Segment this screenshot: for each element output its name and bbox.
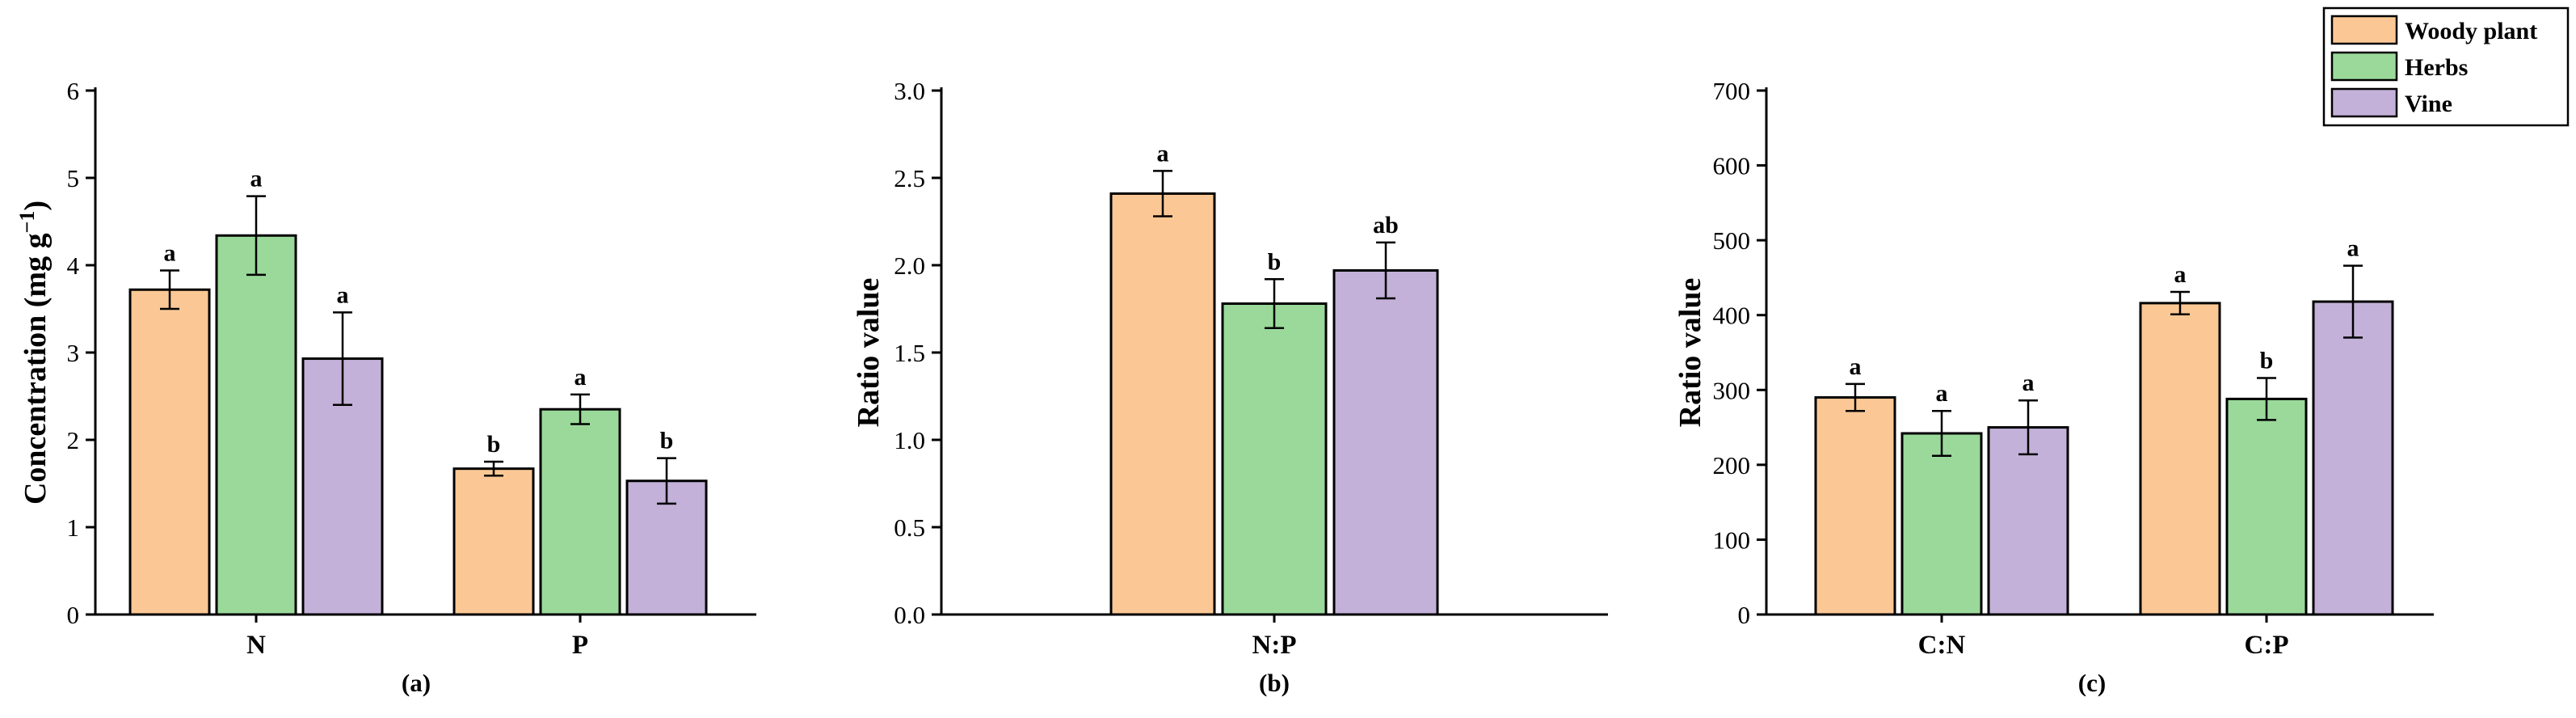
significance-letter: a: [575, 364, 587, 391]
y-tick-label: 3.0: [894, 77, 925, 105]
y-tick-label: 2: [67, 426, 80, 454]
bar-CP-herbs: [2225, 397, 2308, 616]
significance-letter: a: [250, 166, 263, 192]
legend-swatch-woody-plant: [2330, 15, 2398, 45]
y-tick-label: 2.0: [894, 251, 925, 280]
bar-P-woody-plant: [452, 467, 535, 616]
y-tick-label: 4: [67, 251, 80, 280]
significance-letter: a: [337, 281, 349, 308]
significance-letter: a: [164, 239, 176, 266]
y-tick-label: 100: [1713, 526, 1751, 554]
y-tick-label: 200: [1713, 451, 1751, 479]
legend-swatch-herbs: [2330, 51, 2398, 82]
legend-label: Vine: [2405, 91, 2452, 117]
significance-letter: a: [1936, 380, 1948, 407]
chart-panel-3: a a a C:N a b a C:P 0 100 200 300 400 500 600 700 Ratio …: [1673, 77, 2434, 697]
y-tick-label: 0.5: [894, 513, 925, 542]
bar-CN-vine: [1987, 426, 2069, 616]
category-label: N:P: [1252, 631, 1297, 660]
y-tick-label: 1.5: [894, 339, 925, 367]
bar-NP-vine: [1332, 268, 1439, 616]
category-label: C:N: [1918, 631, 1966, 660]
y-axis-title: Concentration (mg g−1): [15, 201, 53, 505]
y-tick-label: 400: [1713, 302, 1751, 330]
y-tick-label: 6: [67, 77, 80, 105]
panel-label: (c): [2078, 669, 2106, 697]
significance-letter: a: [2022, 370, 2035, 396]
significance-letter: b: [660, 428, 674, 454]
bar-P-herbs: [539, 408, 621, 616]
y-tick-label: 300: [1713, 376, 1751, 404]
significance-letter: b: [487, 431, 501, 458]
significance-letter: a: [1850, 353, 1862, 380]
bar-CN-woody-plant: [1814, 396, 1896, 616]
y-tick-label: 0: [67, 601, 80, 629]
category-label: N: [246, 631, 266, 660]
y-tick-label: 1.0: [894, 426, 925, 454]
significance-letter: a: [2174, 261, 2187, 288]
bar-CP-woody-plant: [2139, 302, 2221, 616]
chart-panel-1: a a a Nb a b P 0 1 2 3 4 5 6 Concentration (mg g−1) (a): [15, 77, 756, 697]
legend: Woody plant Herbs Vine: [2322, 6, 2570, 127]
bar-CP-vine: [2312, 300, 2394, 616]
bar-NP-herbs: [1221, 302, 1328, 616]
bar-N-herbs: [215, 234, 297, 616]
significance-letter: b: [2260, 347, 2274, 374]
y-tick-label: 2.5: [894, 164, 925, 192]
legend-swatch-vine: [2330, 87, 2398, 118]
category-label: C:P: [2245, 631, 2289, 660]
y-axis-title: Ratio value: [852, 278, 886, 428]
y-tick-label: 600: [1713, 152, 1751, 180]
legend-label: Woody plant: [2405, 18, 2537, 44]
legend-label: Herbs: [2405, 54, 2468, 81]
bar-CN-herbs: [1900, 432, 1983, 616]
y-tick-label: 0: [1738, 601, 1751, 629]
bar-NP-woody-plant: [1109, 192, 1216, 616]
panel-label: (a): [402, 669, 431, 697]
significance-letter: ab: [1373, 212, 1399, 239]
y-tick-label: 500: [1713, 226, 1751, 255]
significance-letter: a: [1157, 140, 1169, 167]
y-tick-label: 0.0: [894, 601, 925, 629]
significance-letter: b: [1268, 248, 1282, 275]
y-tick-label: 3: [67, 339, 80, 367]
panel-label: (b): [1259, 669, 1290, 697]
y-tick-label: 5: [67, 164, 80, 192]
bar-N-woody-plant: [128, 288, 211, 616]
y-tick-label: 1: [67, 513, 80, 542]
category-label: P: [572, 631, 588, 660]
y-tick-label: 700: [1713, 77, 1751, 105]
y-axis-title: Ratio value: [1673, 278, 1707, 428]
significance-letter: a: [2347, 235, 2359, 262]
